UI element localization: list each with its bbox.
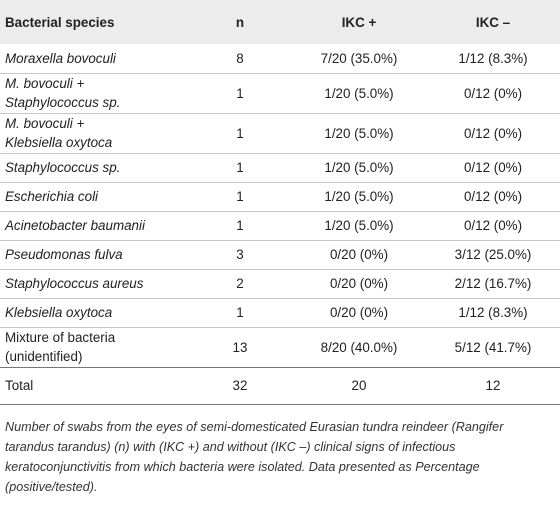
- table-row: Pseudomonas fulva 3 0/20 (0%) 3/12 (25.0…: [0, 240, 560, 269]
- ikc-negative-cell: 0/12 (0%): [463, 189, 523, 204]
- table-row: Escherichia coli 1 1/20 (5.0%) 0/12 (0%): [0, 182, 560, 211]
- ikc-positive-cell: 0/20 (0%): [329, 247, 389, 262]
- ikc-positive-cell: 0/20 (0%): [329, 276, 389, 291]
- ikc-positive-cell: 0/20 (0%): [329, 305, 389, 320]
- header-ikc-positive: IKC +: [341, 14, 377, 30]
- ikc-negative-cell: 0/12 (0%): [463, 125, 523, 141]
- ikc-negative-cell: 2/12 (16.7%): [454, 276, 532, 291]
- table-row: M. bovoculi + Staphylococcus sp. 1 1/20 (…: [0, 73, 560, 113]
- species-cell: Mixture of bacteria (unidentified): [0, 327, 188, 367]
- species-name-line1: Mixture of bacteria: [5, 330, 116, 345]
- table-row: Mixture of bacteria (unidentified) 13 8/2…: [0, 327, 560, 367]
- n-cell: 1: [236, 160, 244, 175]
- species-cell: M. bovoculi + Staphylococcus sp.: [0, 73, 188, 113]
- total-ikc-negative: 12: [485, 378, 501, 393]
- ikc-negative-cell: 0/12 (0%): [463, 218, 523, 233]
- total-row: Total 32 20 12: [0, 367, 560, 404]
- species-name-line2: (unidentified): [5, 349, 83, 364]
- n-cell: 1: [236, 85, 244, 101]
- n-cell: 3: [236, 247, 244, 262]
- table-row: Moraxella bovoculi 8 7/20 (35.0%) 1/12 (…: [0, 44, 560, 73]
- n-cell: 1: [236, 125, 244, 141]
- total-n: 32: [232, 378, 248, 393]
- ikc-positive-cell: 1/20 (5.0%): [324, 189, 394, 204]
- ikc-positive-cell: 8/20 (40.0%): [320, 339, 398, 355]
- table-row: Klebsiella oxytoca 1 0/20 (0%) 1/12 (8.3…: [0, 298, 560, 327]
- total-label: Total: [5, 378, 34, 393]
- n-cell: 13: [232, 339, 248, 355]
- species-cell: Klebsiella oxytoca: [0, 298, 188, 327]
- ikc-negative-cell: 0/12 (0%): [463, 85, 523, 101]
- species-name-line2: Staphylococcus sp.: [5, 95, 121, 110]
- ikc-negative-cell: 3/12 (25.0%): [454, 247, 532, 262]
- ikc-negative-cell: 1/12 (8.3%): [458, 305, 528, 320]
- species-name: Acinetobacter baumanii: [5, 218, 145, 233]
- table-caption: Number of swabs from the eyes of semi-do…: [5, 420, 504, 494]
- bacteria-table: Bacterial species n IKC + IKC – Moraxell…: [0, 0, 560, 404]
- n-cell: 1: [236, 305, 244, 320]
- species-cell: Staphylococcus aureus: [0, 269, 188, 298]
- ikc-positive-cell: 1/20 (5.0%): [324, 160, 394, 175]
- ikc-negative-cell: 0/12 (0%): [463, 160, 523, 175]
- header-ikc-negative: IKC –: [475, 14, 511, 30]
- n-cell: 1: [236, 218, 244, 233]
- table-row: M. bovoculi + Klebsiella oxytoca 1 1/20 (…: [0, 113, 560, 153]
- n-cell: 1: [236, 189, 244, 204]
- species-cell: Pseudomonas fulva: [0, 240, 188, 269]
- species-cell: Moraxella bovoculi: [0, 44, 188, 73]
- species-cell: Staphylococcus sp.: [0, 153, 188, 182]
- species-name-line2: Klebsiella oxytoca: [5, 135, 113, 150]
- table-row: Staphylococcus sp. 1 1/20 (5.0%) 0/12 (0…: [0, 153, 560, 182]
- species-cell: Acinetobacter baumanii: [0, 211, 188, 240]
- header-n: n: [235, 14, 245, 30]
- n-cell: 2: [236, 276, 244, 291]
- species-name: Pseudomonas fulva: [5, 247, 123, 262]
- table-header-row: Bacterial species n IKC + IKC –: [0, 0, 560, 44]
- ikc-positive-cell: 1/20 (5.0%): [324, 125, 394, 141]
- n-cell: 8: [236, 50, 244, 66]
- species-name: Staphylococcus aureus: [5, 276, 144, 291]
- ikc-negative-cell: 5/12 (41.7%): [454, 339, 532, 355]
- ikc-negative-cell: 1/12 (8.3%): [458, 50, 528, 66]
- species-name-line1: M. bovoculi +: [5, 116, 85, 131]
- species-name: Escherichia coli: [5, 189, 99, 204]
- header-bacterial-species: Bacterial species: [5, 14, 115, 30]
- species-name-line1: M. bovoculi +: [5, 76, 85, 91]
- table-row: Staphylococcus aureus 2 0/20 (0%) 2/12 (…: [0, 269, 560, 298]
- ikc-positive-cell: 1/20 (5.0%): [324, 218, 394, 233]
- ikc-positive-cell: 1/20 (5.0%): [324, 85, 394, 101]
- table-row: Acinetobacter baumanii 1 1/20 (5.0%) 0/1…: [0, 211, 560, 240]
- species-name: Klebsiella oxytoca: [5, 305, 113, 320]
- total-ikc-positive: 20: [351, 378, 367, 393]
- species-name: Staphylococcus sp.: [5, 160, 121, 175]
- species-cell: M. bovoculi + Klebsiella oxytoca: [0, 113, 188, 153]
- table-body: Moraxella bovoculi 8 7/20 (35.0%) 1/12 (…: [0, 44, 560, 367]
- ikc-positive-cell: 7/20 (35.0%): [320, 50, 398, 66]
- species-cell: Escherichia coli: [0, 182, 188, 211]
- species-name: Moraxella bovoculi: [5, 50, 116, 66]
